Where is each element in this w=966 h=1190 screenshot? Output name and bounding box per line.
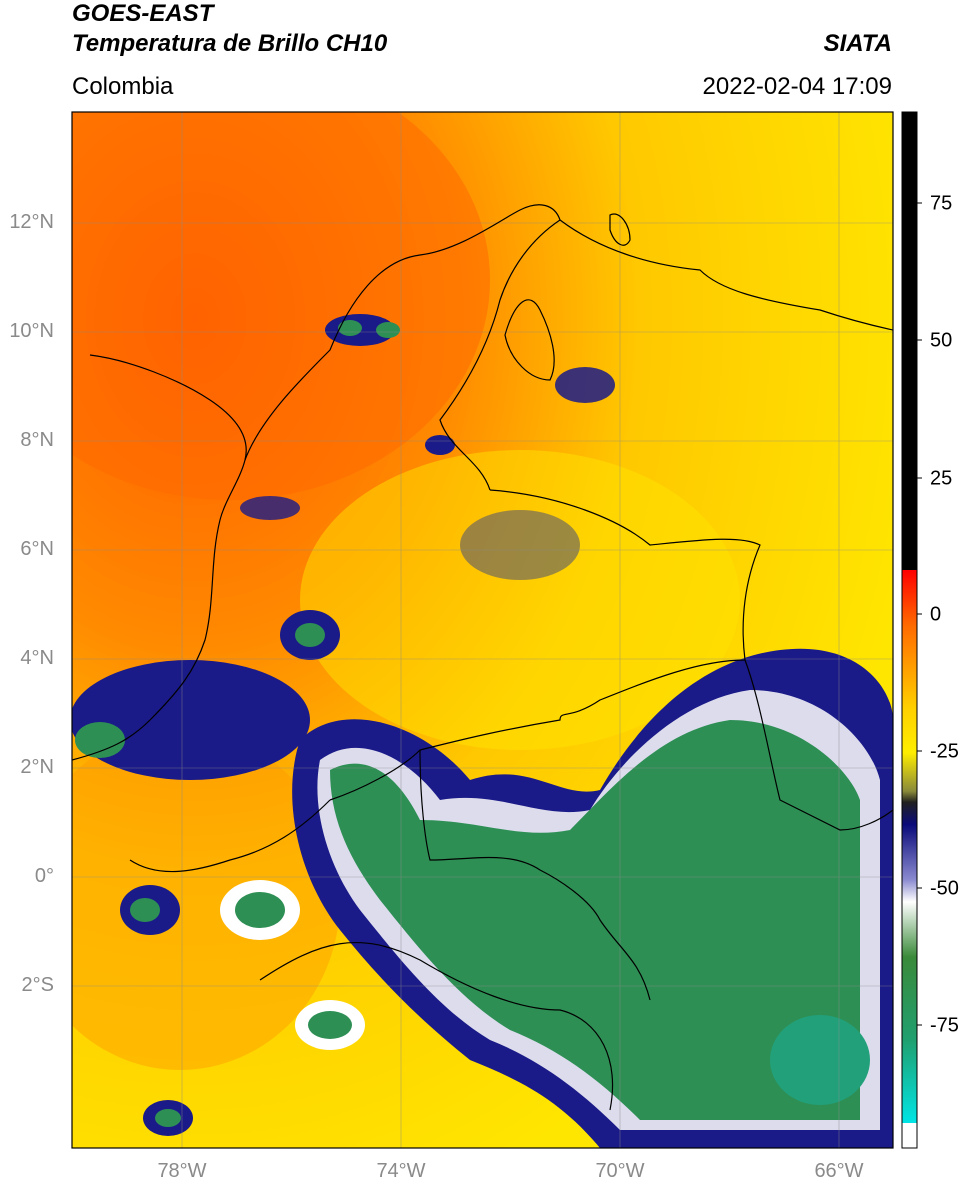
storm-pacific-north <box>72 660 310 780</box>
warm-region-caribbean <box>72 112 490 500</box>
peru-brazil-border <box>259 942 614 1111</box>
colorbar-tick-75: 75 <box>930 192 953 215</box>
colorbar-segment-warm <box>902 112 917 570</box>
lat-tick-4n: 4°N <box>20 647 54 669</box>
lon-tick-66w: 66°W <box>814 1160 864 1182</box>
colorbar <box>901 111 922 1149</box>
caribbean-coastline <box>244 204 561 491</box>
lat-tick-8n: 8°N <box>20 429 54 451</box>
colorbar-tick-50: 50 <box>930 329 953 352</box>
colorbar-tick-0: 0 <box>930 603 942 626</box>
lat-tick-10n: 10°N <box>9 320 54 342</box>
lon-tick-78w: 78°W <box>157 1160 207 1182</box>
lake-maracaibo <box>504 299 555 381</box>
title-line-1: GOES-EAST <box>72 0 214 27</box>
dry-region-llanos <box>300 450 740 750</box>
lon-tick-74w: 74°W <box>376 1160 426 1182</box>
convective-clouds <box>72 314 893 1148</box>
paraguana <box>609 213 631 246</box>
lat-tick-12n: 12°N <box>9 211 54 233</box>
colorbar-segment-coldest <box>902 1123 917 1148</box>
storm-complex-amazon-green <box>330 720 860 1120</box>
storm-pacific-core <box>75 722 125 758</box>
colombia-brazil-border <box>419 749 651 1001</box>
venezuela-coast <box>559 219 893 331</box>
colorbar-tick-25: 25 <box>930 467 953 490</box>
map-frame <box>71 111 894 1149</box>
datetime-label: 2022-02-04 17:09 <box>702 73 893 100</box>
lon-tick-70w: 70°W <box>595 1160 645 1182</box>
borders <box>72 204 893 1111</box>
agency-label: SIATA <box>823 30 892 57</box>
lat-tick-2n: 2°N <box>20 756 54 778</box>
venezuela-brazil-border <box>744 659 893 831</box>
pacific-coastline <box>72 354 247 761</box>
region-label: Colombia <box>72 73 174 100</box>
colorbar-gradient <box>902 570 917 1123</box>
colombia-venezuela-border <box>329 489 761 801</box>
lat-tick-0: 0° <box>34 865 54 887</box>
colombia-ecuador-border <box>129 799 331 873</box>
lat-tick-6n: 6°N <box>20 538 54 560</box>
warm-region-pacific <box>72 730 340 1070</box>
graticule <box>72 112 893 1148</box>
coldest-cloud-top <box>770 1015 870 1105</box>
colorbar-tick-minus50: -50 <box>930 877 959 900</box>
lat-tick-2s: 2°S <box>21 974 54 996</box>
colorbar-tick-minus25: -25 <box>930 740 959 763</box>
title-line-2: Temperatura de Brillo CH10 <box>72 30 388 57</box>
colorbar-tick-minus75: -75 <box>930 1014 959 1037</box>
